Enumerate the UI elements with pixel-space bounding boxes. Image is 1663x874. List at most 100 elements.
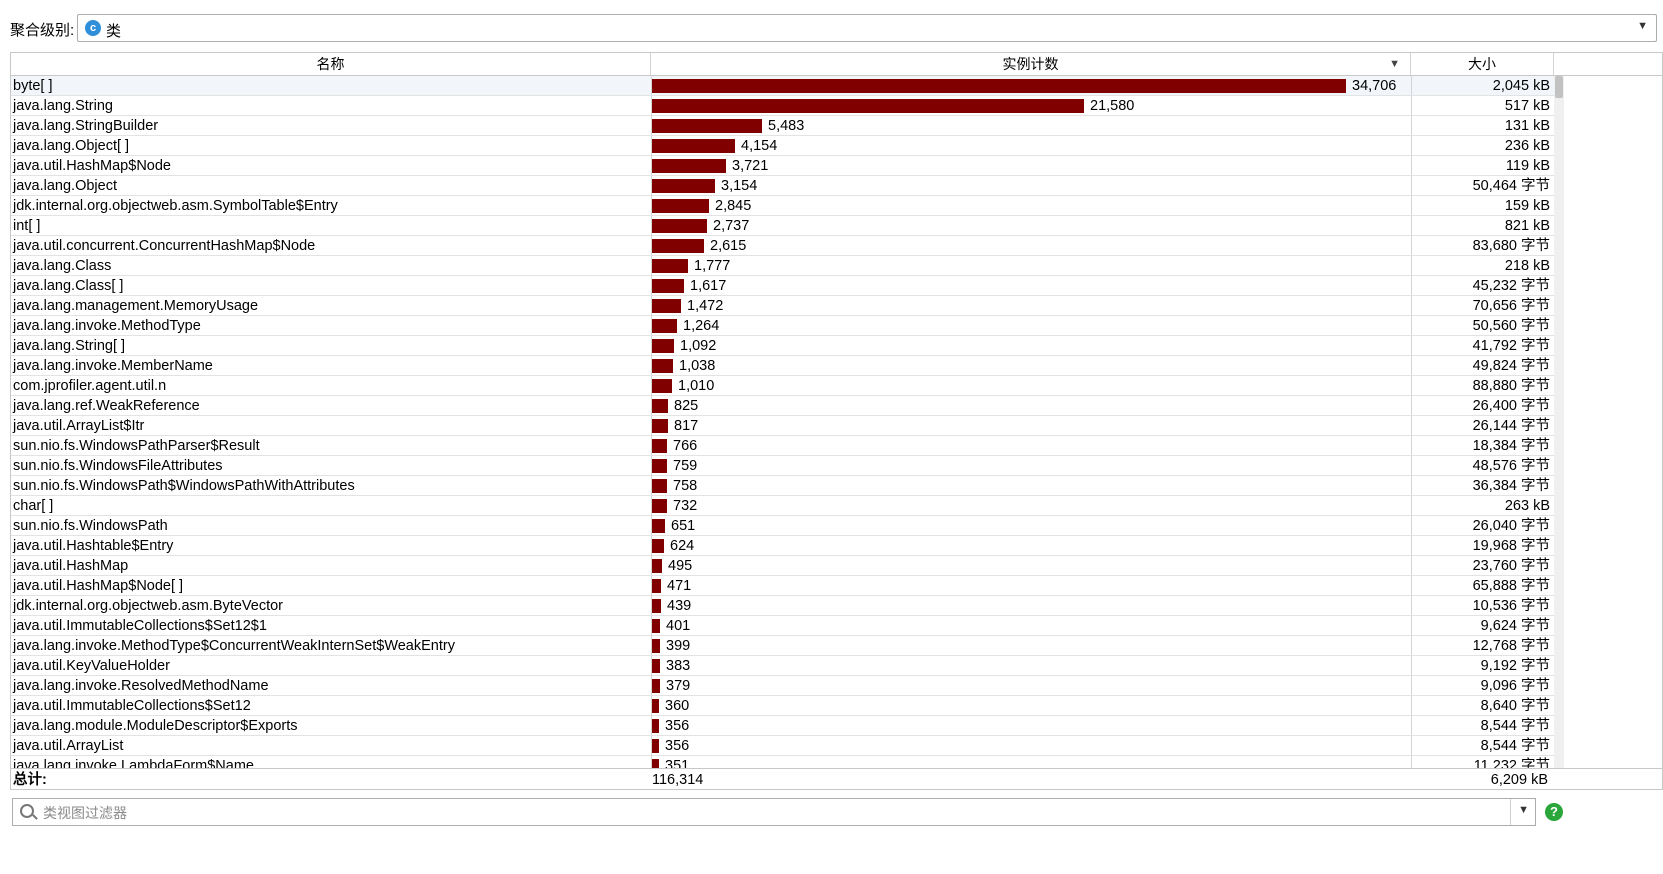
class-name-cell: java.util.ImmutableCollections$Set12	[13, 698, 251, 714]
instance-count-value: 399	[666, 638, 691, 654]
class-name-cell: java.util.ArrayList	[13, 738, 124, 754]
table-row[interactable]: java.lang.invoke.MethodType 1,264 50,560 字…	[11, 316, 1556, 336]
chevron-down-icon[interactable]: ▼	[1637, 20, 1648, 32]
instance-count-cell: 3,154	[651, 176, 1411, 196]
table-row[interactable]: java.lang.String[ ] 1,092 41,792 字节	[11, 336, 1556, 356]
table-row[interactable]: int[ ] 2,737 821 kB	[11, 216, 1556, 236]
table-row[interactable]: jdk.internal.org.objectweb.asm.ByteVecto…	[11, 596, 1556, 616]
class-name-cell: java.util.HashMap	[13, 558, 129, 574]
column-divider	[651, 376, 652, 395]
table-row[interactable]: java.util.KeyValueHolder 383 9,192 字节	[11, 656, 1556, 676]
table-row[interactable]: java.util.concurrent.ConcurrentHashMap$N…	[11, 236, 1556, 256]
table-row[interactable]: java.util.ArrayList 356 8,544 字节	[11, 736, 1556, 756]
table-row[interactable]: java.lang.ref.WeakReference 825 26,400 字节	[11, 396, 1556, 416]
instance-count-value: 351	[665, 758, 690, 768]
column-divider	[1411, 236, 1412, 255]
instance-count-cell: 5,483	[651, 116, 1411, 136]
instance-count-cell: 379	[651, 676, 1411, 696]
column-divider	[651, 456, 652, 475]
size-cell: 65,888 字节	[1472, 578, 1550, 594]
table-row[interactable]: java.lang.module.ModuleDescriptor$Export…	[11, 716, 1556, 736]
aggregation-level-dropdown[interactable]: c 类 ▼	[77, 14, 1657, 42]
column-divider	[1411, 756, 1412, 768]
table-row[interactable]: java.lang.StringBuilder 5,483 131 kB	[11, 116, 1556, 136]
instance-count-cell: 4,154	[651, 136, 1411, 156]
vertical-scrollbar[interactable]	[1554, 76, 1564, 768]
size-cell: 23,760 字节	[1472, 558, 1550, 574]
table-row[interactable]: java.util.HashMap 495 23,760 字节	[11, 556, 1556, 576]
instance-count-cell: 439	[651, 596, 1411, 616]
size-cell: 18,384 字节	[1472, 438, 1550, 454]
instance-count-bar	[652, 439, 667, 453]
aggregation-value: 类	[106, 23, 122, 40]
instance-count-bar	[652, 259, 688, 273]
table-row[interactable]: jdk.internal.org.objectweb.asm.SymbolTab…	[11, 196, 1556, 216]
scrollbar-thumb[interactable]	[1555, 76, 1563, 98]
instance-count-bar	[652, 359, 673, 373]
instance-count-bar	[652, 719, 659, 733]
table-row[interactable]: java.lang.invoke.ResolvedMethodName 379 9,…	[11, 676, 1556, 696]
instance-count-value: 1,777	[694, 258, 731, 274]
table-row[interactable]: java.util.ImmutableCollections$Set12 360 8…	[11, 696, 1556, 716]
total-count: 116,314	[652, 772, 704, 788]
size-cell: 70,656 字节	[1472, 298, 1550, 314]
column-divider	[651, 716, 652, 735]
sort-descending-icon: ▼	[1389, 58, 1400, 70]
table-row[interactable]: java.util.ArrayList$Itr 817 26,144 字节	[11, 416, 1556, 436]
column-header-size[interactable]: 大小	[1411, 53, 1554, 75]
table-row[interactable]: char[ ] 732 263 kB	[11, 496, 1556, 516]
table-row[interactable]: java.lang.Class[ ] 1,617 45,232 字节	[11, 276, 1556, 296]
size-cell: 49,824 字节	[1472, 358, 1550, 374]
table-row[interactable]: java.lang.Object[ ] 4,154 236 kB	[11, 136, 1556, 156]
table-row[interactable]: java.util.Hashtable$Entry 624 19,968 字节	[11, 536, 1556, 556]
table-row[interactable]: java.util.HashMap$Node 3,721 119 kB	[11, 156, 1556, 176]
column-divider	[1411, 336, 1412, 355]
table-row[interactable]: java.util.HashMap$Node[ ] 471 65,888 字节	[11, 576, 1556, 596]
table-row[interactable]: java.lang.Class 1,777 218 kB	[11, 256, 1556, 276]
table-row[interactable]: byte[ ] 34,706 2,045 kB	[11, 76, 1556, 96]
table-header: 名称 实例计数 ▼ 大小	[11, 53, 1662, 76]
instance-count-bar	[652, 199, 709, 213]
instance-count-value: 4,154	[741, 138, 778, 154]
table-row[interactable]: sun.nio.fs.WindowsPathParser$Result 766 18…	[11, 436, 1556, 456]
table-row[interactable]: com.jprofiler.agent.util.n 1,010 88,880 字节	[11, 376, 1556, 396]
column-divider	[651, 416, 652, 435]
column-divider	[651, 756, 652, 768]
size-cell: 50,560 字节	[1472, 318, 1550, 334]
column-header-name[interactable]: 名称	[11, 53, 651, 75]
table-row[interactable]: java.lang.Object 3,154 50,464 字节	[11, 176, 1556, 196]
instance-count-cell: 34,706	[651, 76, 1411, 96]
table-row[interactable]: java.util.ImmutableCollections$Set12$1 40…	[11, 616, 1556, 636]
instance-count-cell: 817	[651, 416, 1411, 436]
table-row[interactable]: sun.nio.fs.WindowsPath 651 26,040 字节	[11, 516, 1556, 536]
table-row[interactable]: java.lang.invoke.LambdaForm$Name 351 11,23…	[11, 756, 1556, 768]
table-row[interactable]: sun.nio.fs.WindowsPath$WindowsPathWithAt…	[11, 476, 1556, 496]
class-name-cell: java.util.KeyValueHolder	[13, 658, 170, 674]
table-row[interactable]: java.lang.invoke.MethodType$ConcurrentWe…	[11, 636, 1556, 656]
filter-history-chevron-down-icon[interactable]: ▼	[1518, 804, 1529, 816]
instance-count-value: 2,615	[710, 238, 747, 254]
instance-count-bar	[652, 639, 660, 653]
instance-count-cell: 360	[651, 696, 1411, 716]
column-divider	[1411, 576, 1412, 595]
size-cell: 36,384 字节	[1472, 478, 1550, 494]
column-divider	[651, 656, 652, 675]
instance-count-bar	[652, 499, 667, 513]
instance-count-value: 1,010	[678, 378, 715, 394]
column-header-instance-count[interactable]: 实例计数 ▼	[651, 53, 1411, 75]
table-row[interactable]: sun.nio.fs.WindowsFileAttributes 759 48,57…	[11, 456, 1556, 476]
column-header-instance-count-label: 实例计数	[1002, 56, 1059, 72]
table-row[interactable]: java.lang.management.MemoryUsage 1,472 70,…	[11, 296, 1556, 316]
class-name-cell: sun.nio.fs.WindowsPath$WindowsPathWithAt…	[13, 478, 355, 494]
class-name-cell: jdk.internal.org.objectweb.asm.ByteVecto…	[13, 598, 283, 614]
help-icon[interactable]: ?	[1545, 803, 1563, 821]
class-filter-input[interactable]	[41, 799, 1505, 827]
instance-count-cell: 1,092	[651, 336, 1411, 356]
table-row[interactable]: java.lang.invoke.MemberName 1,038 49,824 字…	[11, 356, 1556, 376]
column-divider	[1411, 396, 1412, 415]
size-cell: 83,680 字节	[1472, 238, 1550, 254]
size-cell: 159 kB	[1504, 198, 1550, 214]
table-row[interactable]: java.lang.String 21,580 517 kB	[11, 96, 1556, 116]
column-divider	[651, 256, 652, 275]
table-body: byte[ ] 34,706 2,045 kB java.lang.String 21,…	[11, 76, 1556, 768]
